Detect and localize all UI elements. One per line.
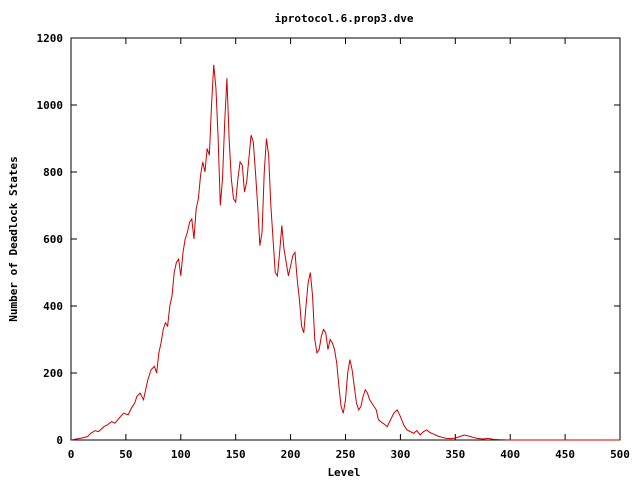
plot-frame [70,37,621,441]
y-tick-label: 800 [43,166,63,179]
x-tick-label: 250 [336,448,356,461]
x-tick-label: 450 [555,448,575,461]
x-tick-label: 50 [119,448,132,461]
x-tick-label: 400 [500,448,520,461]
y-tick-label: 1000 [37,99,64,112]
x-axis-ticks: 0 50 100 150 200 250 300 350 400 450 500 [68,38,630,461]
x-tick-label: 200 [281,448,301,461]
chart-title: iprotocol.6.prop3.dve [274,12,413,25]
x-tick-label: 150 [226,448,246,461]
x-tick-label: 0 [68,448,75,461]
y-tick-label: 200 [43,367,63,380]
series-line [70,64,620,441]
x-tick-label: 300 [390,448,410,461]
x-tick-label: 350 [445,448,465,461]
y-tick-label: 1200 [37,32,64,45]
y-tick-label: 400 [43,300,63,313]
y-axis-ticks: 0 200 400 600 800 1000 1200 [37,32,620,447]
x-tick-label: 500 [610,448,630,461]
x-axis-label: Level [327,466,360,479]
x-tick-label: 100 [171,448,191,461]
y-tick-label: 0 [56,434,63,447]
y-tick-label: 600 [43,233,63,246]
y-axis-label: Number of Deadlock States [7,156,20,322]
